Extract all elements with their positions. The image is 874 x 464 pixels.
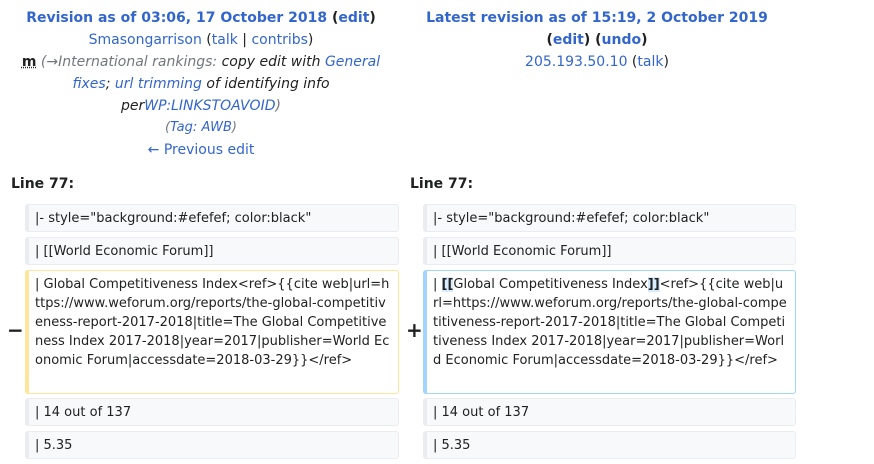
right-actions: (edit) (undo) — [546, 32, 648, 48]
right-edit-link[interactable]: edit — [552, 32, 584, 48]
left-context-line-1: |- style="background:#efefef; color:blac… — [25, 204, 399, 232]
url-trimming-link[interactable]: url trimming — [114, 76, 202, 92]
plus-marker: + — [406, 318, 423, 342]
right-user-line: 205.193.50.10 (talk) — [525, 54, 669, 70]
right-context-line-4: | 5.35 — [423, 431, 796, 459]
added-highlight-open: [[ — [441, 277, 454, 292]
right-context-line-3: | 14 out of 137 — [423, 398, 796, 426]
added-pre: | — [433, 277, 442, 292]
added-post: <ref>{{cite web|url=https://www.weforum.… — [433, 277, 787, 368]
left-line-number: Line 77: — [11, 176, 75, 192]
previous-edit-link[interactable]: ← Previous edit — [147, 142, 255, 158]
deleted-line: | Global Competitiveness Index<ref>{{cit… — [25, 270, 399, 394]
tag-label-link[interactable]: Tag: — [170, 120, 198, 135]
general-fixes-link[interactable]: General fixes — [72, 54, 381, 92]
left-context-line-2: | [[World Economic Forum]] — [25, 237, 399, 265]
right-revision-header: Latest revision as of 15:19, 2 October 2… — [396, 7, 798, 73]
summary-text-2: of identifying info per — [121, 76, 330, 114]
left-edit-link[interactable]: edit — [338, 10, 370, 26]
left-revision-header: Revision as of 03:06, 17 October 2018 (e… — [0, 7, 402, 161]
right-revision-link[interactable]: Latest revision as of 15:19, 2 October 2… — [426, 10, 768, 26]
added-line: | [[Global Competitiveness Index]]<ref>{… — [423, 270, 796, 394]
right-line-number: Line 77: — [410, 176, 474, 192]
added-mid: Global Competitiveness Index — [453, 277, 648, 292]
left-context-line-3: | 14 out of 137 — [25, 398, 399, 426]
tag-line: (Tag: AWB) — [165, 120, 237, 135]
deleted-line-text: | Global Competitiveness Index<ref>{{cit… — [35, 277, 390, 368]
minor-edit-mark: m — [21, 54, 37, 70]
edit-summary: m (→International rankings: copy edit wi… — [21, 54, 381, 114]
left-revision-title: Revision as of 03:06, 17 October 2018 (e… — [26, 10, 376, 26]
right-revision-title: Latest revision as of 15:19, 2 October 2… — [396, 7, 798, 29]
left-user-link[interactable]: Smasongarrison — [88, 32, 202, 48]
left-contribs-link[interactable]: contribs — [251, 32, 308, 48]
left-revision-link[interactable]: Revision as of 03:06, 17 October 2018 — [26, 10, 328, 26]
tag-awb-link[interactable]: AWB — [201, 120, 232, 135]
minus-marker: − — [7, 318, 24, 342]
left-talk-link[interactable]: talk — [211, 32, 238, 48]
section-link[interactable]: →International rankings: — [46, 54, 218, 70]
summary-sep: ; — [105, 76, 111, 92]
left-context-line-4: | 5.35 — [25, 431, 399, 459]
undo-link[interactable]: undo — [601, 32, 642, 48]
right-context-line-1: |- style="background:#efefef; color:blac… — [423, 204, 796, 232]
right-ip-link[interactable]: 205.193.50.10 — [525, 54, 628, 70]
right-talk-link[interactable]: talk — [637, 54, 664, 70]
left-user-line: Smasongarrison (talk | contribs) — [88, 32, 314, 48]
added-line-text: | [[Global Competitiveness Index]]<ref>{… — [433, 275, 787, 370]
right-context-line-2: | [[World Economic Forum]] — [423, 237, 796, 265]
added-highlight-close: ]] — [647, 277, 660, 292]
linkstoavoid-link[interactable]: WP:LINKSTOAVOID — [144, 98, 276, 114]
summary-text-1: copy edit with — [221, 54, 321, 70]
